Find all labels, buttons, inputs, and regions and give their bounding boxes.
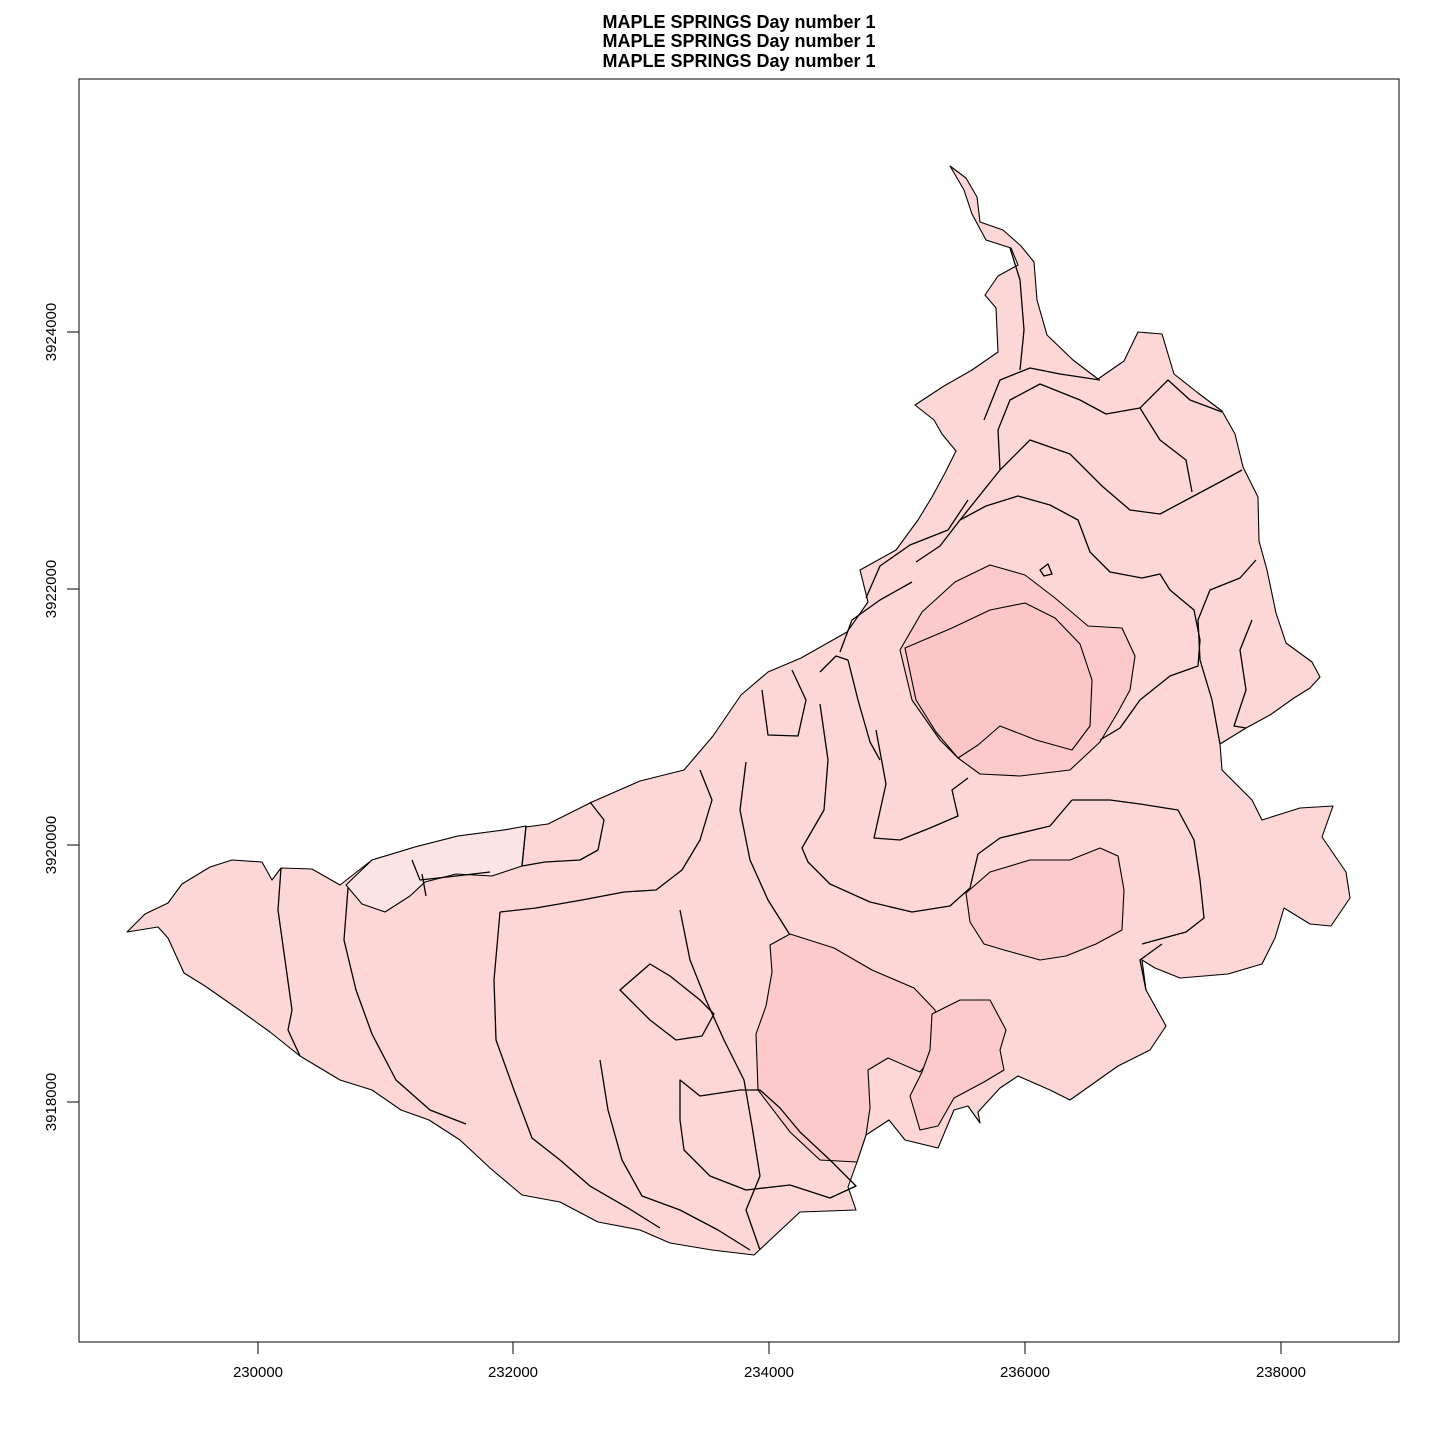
boundary-line-26 (819, 655, 849, 673)
x-tick-label-1: 230000 (233, 1364, 283, 1381)
boundary-line-27 (1039, 563, 1053, 577)
boundary-line-10 (739, 761, 791, 936)
zone-central-core (904, 602, 1093, 759)
boundary-line-25 (839, 581, 913, 653)
x-axis (257, 1341, 1282, 1354)
y-tick-label-3: 3922000 (43, 560, 60, 618)
x-tick-label-4: 236000 (1000, 1364, 1050, 1381)
title-line-3: MAPLE SPRINGS Day number 1 (602, 51, 875, 71)
boundary-line-16 (915, 495, 1201, 741)
boundary-line-8 (679, 1079, 857, 1199)
boundary-line-19 (959, 439, 1243, 521)
boundary-line-23 (865, 499, 969, 599)
boundary-line-22 (1139, 379, 1223, 413)
boundary-line-14 (873, 729, 969, 841)
x-tick-label-3: 234000 (744, 1364, 794, 1381)
x-tick-label-5: 238000 (1256, 1364, 1306, 1381)
boundary-line-15 (1072, 799, 1205, 945)
zone-east-inner (965, 847, 1125, 961)
boundary-line-1 (277, 867, 301, 1057)
boundary-line-5 (521, 801, 605, 867)
boundary-line-12 (801, 703, 1073, 913)
boundary-line-7 (599, 1059, 751, 1251)
boundary-line-29 (411, 859, 491, 881)
boundary-line-24 (1009, 247, 1025, 371)
y-axis (67, 331, 80, 1103)
landmass-base (126, 165, 1351, 1256)
y-tick-label-2: 3920000 (43, 816, 60, 874)
y-tick-label-1: 3918000 (43, 1073, 60, 1131)
boundary-line-6 (679, 909, 761, 1251)
zone-boundaries (277, 247, 1257, 1251)
x-tick-label-2: 232000 (488, 1364, 538, 1381)
boundary-line-2 (343, 887, 467, 1125)
boundary-line-30 (421, 873, 427, 897)
zone-southeast-lobe (909, 999, 1007, 1131)
boundary-line-9 (619, 963, 715, 1041)
boundary-line-20 (997, 383, 1193, 493)
plot-title: MAPLE SPRINGS Day number 1 MAPLE SPRINGS… (602, 12, 875, 71)
boundary-line-28 (1139, 943, 1163, 991)
boundary-line-3 (493, 911, 661, 1229)
y-tick-labels: 3918000 3920000 3922000 3924000 (43, 303, 60, 1131)
zone-north-strip (345, 825, 527, 913)
title-line-2: MAPLE SPRINGS Day number 1 (602, 31, 875, 51)
boundary-line-13 (847, 659, 881, 761)
x-tick-labels: 230000 232000 234000 236000 238000 (233, 1364, 1306, 1381)
boundary-line-4 (499, 769, 713, 913)
boundary-line-18 (1233, 619, 1253, 729)
boundary-line-21 (983, 367, 1101, 421)
boundary-line-11 (761, 669, 807, 737)
zone-south-central (755, 933, 943, 1163)
boundary-line-17 (1197, 559, 1257, 745)
y-tick-label-4: 3924000 (43, 303, 60, 361)
title-line-1: MAPLE SPRINGS Day number 1 (602, 12, 875, 32)
